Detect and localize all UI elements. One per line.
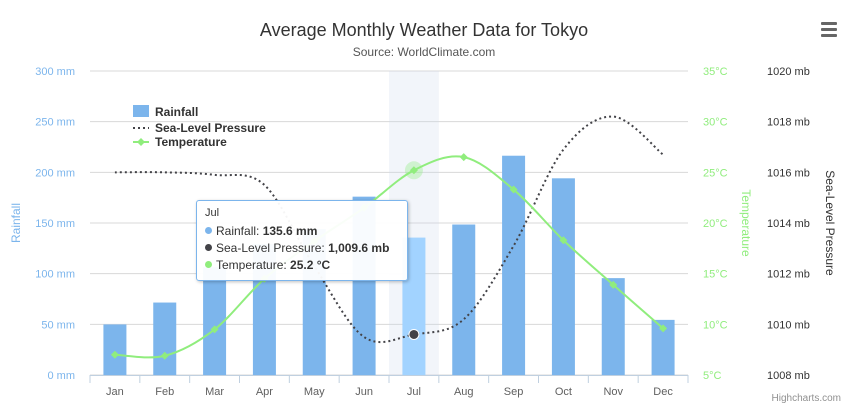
- temperature-point: [459, 153, 468, 162]
- rainfall-tick-label: 50 mm: [41, 319, 75, 331]
- rainfall-tick-label: 300 mm: [35, 66, 75, 78]
- x-tick-label: Jul: [407, 386, 421, 398]
- credits-link[interactable]: Highcharts.com: [771, 393, 841, 404]
- chart-subtitle: Source: WorldClimate.com: [353, 45, 496, 59]
- hamburger-menu-icon[interactable]: [818, 22, 840, 44]
- temperature-tick-label: 25°C: [703, 167, 728, 179]
- temperature-tick-label: 20°C: [703, 218, 728, 230]
- x-tick-label: Oct: [555, 386, 572, 398]
- temperature-point: [160, 351, 169, 360]
- pressure-line: [114, 115, 664, 343]
- legend-rainfall-label: Rainfall: [155, 105, 198, 119]
- rainfall-bar: [502, 155, 526, 375]
- rainfall-tick-label: 0 mm: [48, 370, 76, 382]
- rainfall-axis-title: Rainfall: [9, 203, 23, 243]
- temperature-tick-label: 5°C: [703, 370, 722, 382]
- temperature-tick-label: 30°C: [703, 117, 728, 129]
- pressure-tick-label: 1016 mb: [767, 167, 810, 179]
- temperature-point: [210, 325, 219, 334]
- x-tick-label: Apr: [256, 386, 273, 398]
- temperature-point: [110, 350, 119, 359]
- rainfall-bar: [402, 237, 426, 375]
- temperature-tick-label: 15°C: [703, 269, 728, 281]
- x-tick-label: Aug: [454, 386, 474, 398]
- x-tick-label: Jan: [106, 386, 124, 398]
- rainfall-bar: [551, 178, 575, 375]
- temperature-point: [509, 185, 518, 194]
- tooltip-header: Jul: [205, 207, 220, 219]
- chart-title: Average Monthly Weather Data for Tokyo: [260, 20, 588, 40]
- x-tick-label: Dec: [653, 386, 673, 398]
- x-tick-label: Sep: [504, 386, 524, 398]
- pressure-tick-label: 1010 mb: [767, 319, 810, 331]
- temperature-point: [559, 236, 568, 245]
- tooltip-row-rainfall: Rainfall: 135.6 mm: [205, 223, 399, 240]
- rainfall-bar: [601, 278, 625, 375]
- tooltip-row-pressure: Sea-Level Pressure: 1,009.6 mb: [205, 240, 399, 257]
- pressure-tick-label: 1018 mb: [767, 117, 810, 129]
- rainfall-bar: [651, 319, 675, 375]
- rainfall-tick-label: 150 mm: [35, 218, 75, 230]
- rainfall-tick-label: 200 mm: [35, 167, 75, 179]
- pressure-tick-label: 1014 mb: [767, 218, 810, 230]
- rainfall-bar: [153, 302, 177, 375]
- rainfall-bar: [203, 267, 227, 375]
- temperature-point: [409, 166, 418, 175]
- axes: Jan Feb Mar Apr May Jun Jul Aug Sep Oct Nov Dec 0 mm…: [9, 66, 837, 398]
- tooltip: Jul Rainfall: 135.6 mm Sea-Level Pressur…: [196, 200, 408, 281]
- temperature-point: [609, 280, 618, 289]
- legend-temperature-symbol: [137, 138, 145, 146]
- x-tick-label: May: [304, 386, 325, 398]
- rainfall-tick-label: 250 mm: [35, 117, 75, 129]
- x-tick-label: Nov: [603, 386, 623, 398]
- x-tick-label: Mar: [205, 386, 224, 398]
- temperature-tick-label: 35°C: [703, 66, 728, 78]
- rainfall-tick-label: 100 mm: [35, 269, 75, 281]
- temperature-axis-title: Temperature: [739, 189, 753, 257]
- temperature-tick-label: 10°C: [703, 319, 728, 331]
- rainfall-bar: [452, 224, 476, 375]
- pressure-point-hover: [408, 328, 420, 340]
- legend-pressure-label: Sea-Level Pressure: [155, 121, 266, 135]
- pressure-tick-label: 1012 mb: [767, 269, 810, 281]
- rainfall-bar: [103, 324, 127, 375]
- legend-rainfall-symbol: [133, 105, 149, 117]
- legend-temperature-label: Temperature: [155, 135, 227, 149]
- x-tick-label: Jun: [355, 386, 373, 398]
- temperature-point: [659, 324, 668, 333]
- pressure-tick-label: 1020 mb: [767, 66, 810, 78]
- x-tick-label: Feb: [155, 386, 174, 398]
- tooltip-row-temperature: Temperature: 25.2 °C: [205, 257, 399, 274]
- pressure-axis-title: Sea-Level Pressure: [823, 170, 837, 276]
- pressure-tick-label: 1008 mb: [767, 370, 810, 382]
